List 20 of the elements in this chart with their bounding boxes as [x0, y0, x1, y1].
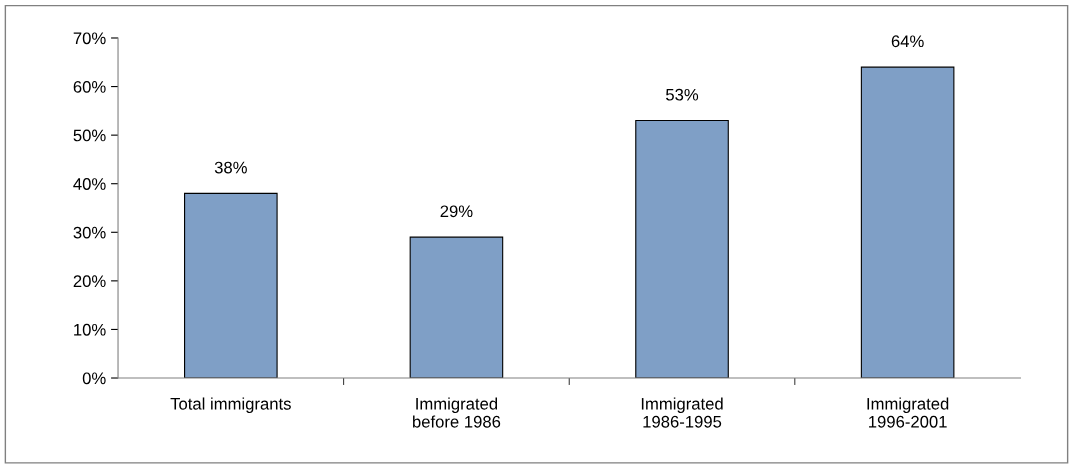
x-tick-label: Immigrated 1996-2001 [867, 397, 949, 428]
x-tick-label: Immigrated 1986-1995 [641, 397, 723, 428]
data-label: 64% [891, 35, 924, 48]
bar [860, 66, 955, 379]
y-tick-label: 30% [73, 226, 106, 239]
data-label: 29% [440, 205, 473, 218]
data-label: 38% [214, 161, 247, 174]
y-tick-label: 40% [73, 178, 106, 190]
bar [409, 236, 504, 379]
y-tick-label: 60% [73, 80, 106, 93]
bar [184, 192, 278, 379]
x-tick-label: Immigrated before 1986 [413, 397, 501, 428]
y-tick-label: 70% [73, 32, 106, 45]
y-tick-label: 0% [82, 372, 106, 385]
x-tick-label: Total immigrants [170, 397, 291, 413]
y-tick-label: 50% [73, 129, 106, 142]
bar [635, 120, 729, 379]
data-label: 53% [666, 88, 699, 101]
y-tick-label: 10% [74, 323, 106, 336]
y-tick-label: 20% [73, 275, 106, 288]
